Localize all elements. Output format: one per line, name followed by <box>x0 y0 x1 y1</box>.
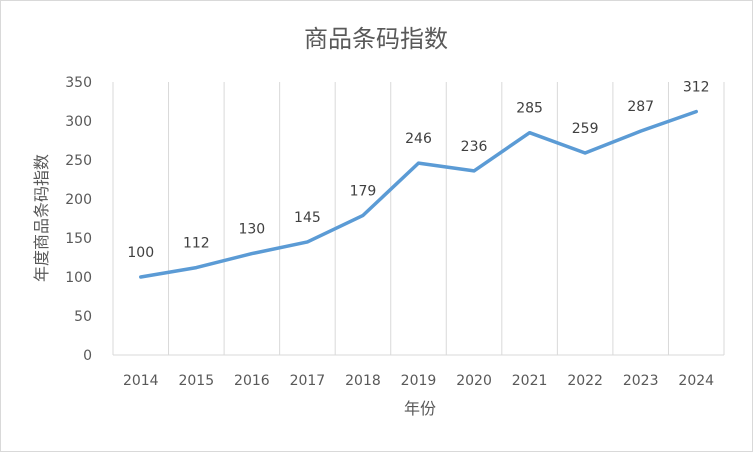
data-point <box>361 213 365 217</box>
data-point <box>583 151 587 155</box>
x-tick-label: 2024 <box>678 373 714 389</box>
data-labels: 100 112 130 145 179 246 236 285 259 287 312 <box>127 80 709 261</box>
data-label: 100 <box>127 245 154 261</box>
y-axis: 0 50 100 150 200 250 300 350 <box>65 75 92 364</box>
data-point <box>417 161 420 165</box>
data-label: 285 <box>516 101 543 117</box>
data-label: 287 <box>627 99 654 115</box>
data-point <box>250 252 254 256</box>
y-tick-label: 50 <box>74 309 92 325</box>
data-point <box>305 240 309 244</box>
data-label: 130 <box>238 222 265 238</box>
x-tick-label: 2016 <box>234 373 270 389</box>
data-point <box>528 131 532 135</box>
data-label: 236 <box>461 139 488 155</box>
x-tick-label: 2015 <box>178 373 214 389</box>
y-tick-label: 200 <box>65 192 92 208</box>
data-label: 112 <box>183 236 210 252</box>
data-label: 145 <box>294 210 321 226</box>
x-tick-label: 2021 <box>512 373 548 389</box>
y-tick-label: 150 <box>65 231 92 247</box>
x-tick-label: 2020 <box>456 373 492 389</box>
x-tick-label: 2022 <box>567 373 603 389</box>
x-axis: 2014 2015 2016 2017 2018 2019 2020 2021 2022 2023… <box>123 373 714 389</box>
chart-title: 商品条码指数 <box>304 25 448 53</box>
data-point <box>194 266 198 270</box>
y-tick-label: 100 <box>65 270 92 286</box>
y-tick-label: 350 <box>65 75 92 91</box>
x-tick-label: 2014 <box>123 373 159 389</box>
x-axis-title: 年份 <box>404 399 436 418</box>
data-label: 246 <box>405 131 432 147</box>
data-point <box>639 129 643 133</box>
y-tick-label: 0 <box>83 348 92 364</box>
x-tick-label: 2023 <box>623 373 659 389</box>
data-label: 312 <box>683 80 710 96</box>
series-group <box>139 109 698 279</box>
data-point <box>139 275 143 279</box>
gridlines <box>112 82 725 356</box>
x-tick-label: 2017 <box>290 373 326 389</box>
y-axis-title: 年度商品条码指数 <box>32 154 51 282</box>
data-point <box>694 110 698 114</box>
data-label: 259 <box>572 121 599 137</box>
data-point <box>472 169 476 173</box>
y-tick-label: 250 <box>65 153 92 169</box>
data-label: 179 <box>350 183 377 199</box>
y-tick-label: 300 <box>65 114 92 130</box>
x-tick-label: 2018 <box>345 373 381 389</box>
x-tick-label: 2019 <box>401 373 437 389</box>
